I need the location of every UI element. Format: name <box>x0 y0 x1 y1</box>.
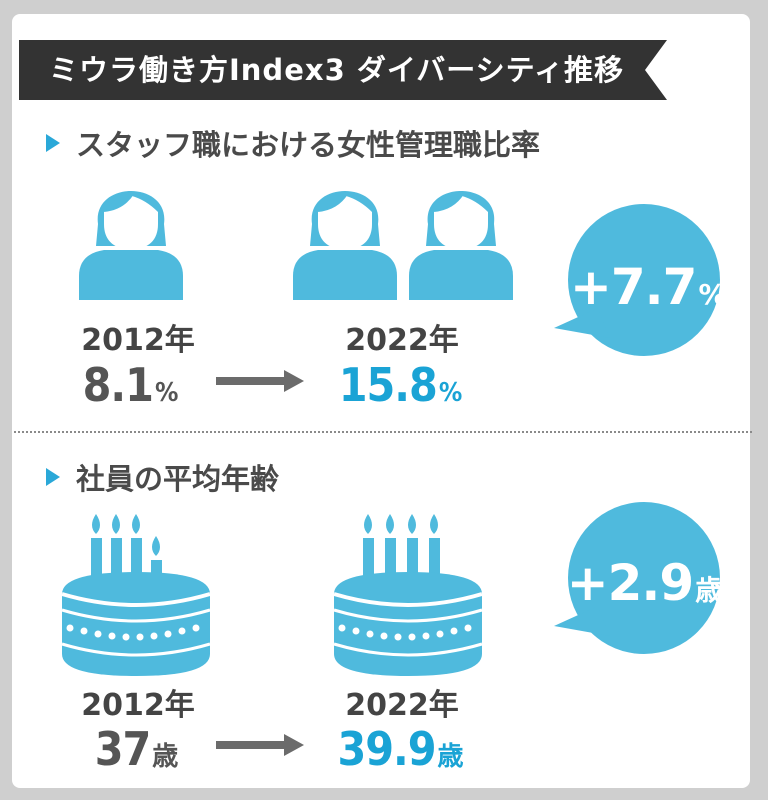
year-before: 2012年 <box>81 688 195 723</box>
section-heading-label: 社員の平均年齢 <box>76 462 280 496</box>
section-divider <box>14 431 752 433</box>
value-after: 15.8% <box>300 358 500 412</box>
value-after-unit: % <box>438 378 462 408</box>
banner-shape <box>19 40 667 100</box>
year-after: 2022年 <box>345 323 459 358</box>
value-after-number: 15.8 <box>338 358 438 412</box>
year-after: 2022年 <box>345 688 459 723</box>
change-badge: +7.7% <box>570 258 727 316</box>
triangle-bullet-icon <box>46 134 60 152</box>
value-before-unit: 歳 <box>152 742 178 772</box>
arrow-right-icon <box>216 734 304 756</box>
woman-icon <box>79 191 183 300</box>
value-before-number: 37 <box>94 722 152 776</box>
change-number: +7.7 <box>570 258 697 316</box>
birthday-cake-icon <box>333 514 483 676</box>
value-before: 37歳 <box>36 722 236 776</box>
value-after: 39.9歳 <box>300 722 500 776</box>
section-heading-label: スタッフ職における女性管理職比率 <box>76 128 541 162</box>
change-badge: +2.9歳 <box>566 554 724 612</box>
arrow-right-icon <box>216 370 304 392</box>
title-banner: ミウラ働き方Index3 ダイバーシティ推移 <box>19 40 667 100</box>
speech-bubble <box>554 204 720 356</box>
change-number: +2.9 <box>566 554 694 612</box>
section-heading-female-managers: スタッフ職における女性管理職比率 <box>46 124 540 162</box>
change-unit: 歳 <box>695 574 724 607</box>
woman-icon <box>409 191 513 300</box>
triangle-bullet-icon <box>46 468 60 486</box>
speech-bubble <box>554 502 720 654</box>
value-before-unit: % <box>154 378 178 408</box>
page-title: ミウラ働き方Index3 ダイバーシティ推移 <box>49 53 624 87</box>
woman-icon <box>293 191 397 300</box>
year-before: 2012年 <box>81 323 195 358</box>
value-before-number: 8.1 <box>82 358 154 412</box>
value-after-unit: 歳 <box>437 742 464 772</box>
change-unit: % <box>698 278 727 311</box>
value-after-number: 39.9 <box>337 722 436 776</box>
section-heading-average-age: 社員の平均年齢 <box>46 458 279 496</box>
birthday-cake-icon <box>61 514 211 676</box>
value-before: 8.1% <box>30 358 230 412</box>
